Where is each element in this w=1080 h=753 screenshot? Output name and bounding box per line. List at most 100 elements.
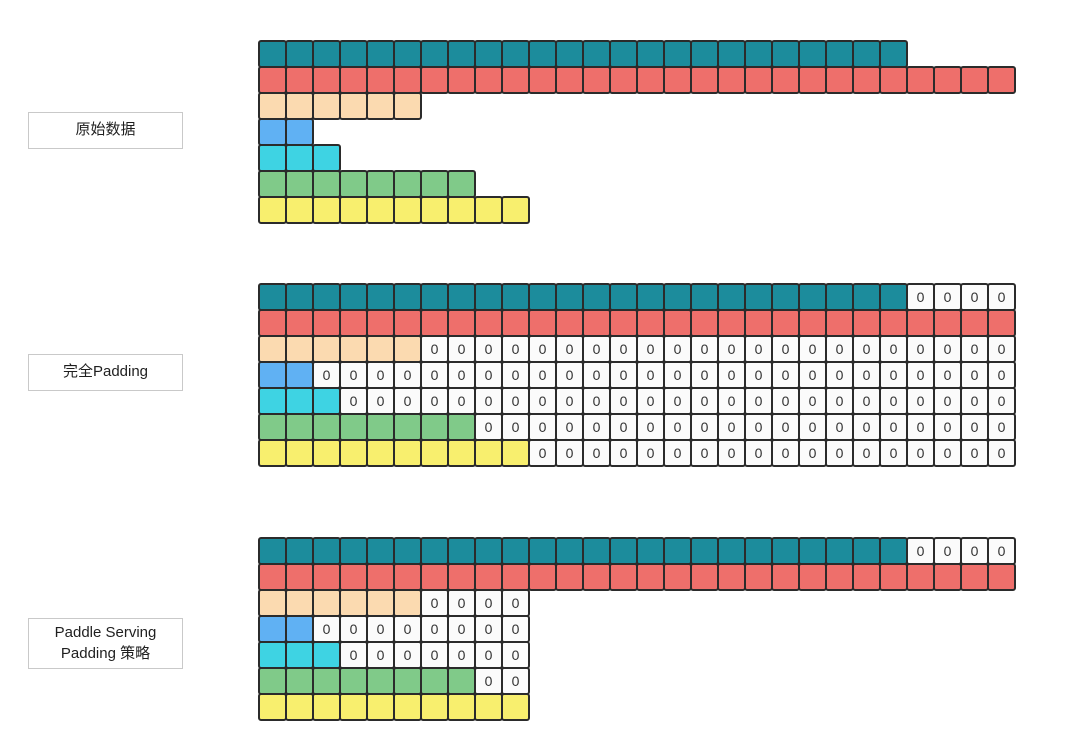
- padding-zero-cell: 0: [636, 387, 665, 415]
- label-line: Paddle Serving: [54, 624, 157, 642]
- data-cell-red: [555, 309, 584, 337]
- padding-zero-cell: 0: [663, 335, 692, 363]
- data-cell-cyan: [285, 641, 314, 669]
- padding-zero-cell: 0: [420, 335, 449, 363]
- padding-zero-cell: 0: [987, 439, 1016, 467]
- data-cell-teal: [879, 40, 908, 68]
- data-cell-yellow: [258, 439, 287, 467]
- data-cell-teal: [258, 537, 287, 565]
- data-cell-teal: [528, 537, 557, 565]
- data-cell-red: [393, 563, 422, 591]
- data-cell-red: [393, 309, 422, 337]
- data-cell-teal: [879, 283, 908, 311]
- data-cell-green: [420, 667, 449, 695]
- data-cell-red: [420, 563, 449, 591]
- padding-zero-cell: 0: [474, 361, 503, 389]
- data-cell-teal: [744, 40, 773, 68]
- padding-zero-cell: 0: [663, 361, 692, 389]
- padding-zero-cell: 0: [771, 335, 800, 363]
- data-cell-red: [555, 66, 584, 94]
- data-cell-yellow: [447, 439, 476, 467]
- data-cell-peach: [285, 335, 314, 363]
- data-cell-teal: [582, 283, 611, 311]
- padding-zero-cell: 0: [366, 641, 395, 669]
- padding-zero-cell: 0: [690, 439, 719, 467]
- data-cell-teal: [474, 537, 503, 565]
- data-cell-cyan: [258, 144, 287, 172]
- padding-zero-cell: 0: [879, 413, 908, 441]
- data-cell-red: [528, 309, 557, 337]
- padding-zero-cell: 0: [474, 615, 503, 643]
- padding-zero-cell: 0: [447, 387, 476, 415]
- padding-zero-cell: 0: [447, 589, 476, 617]
- padding-zero-cell: 0: [798, 439, 827, 467]
- padding-zero-cell: 0: [393, 615, 422, 643]
- data-cell-teal: [582, 537, 611, 565]
- padding-zero-cell: 0: [501, 615, 530, 643]
- data-cell-green: [393, 170, 422, 198]
- data-cell-yellow: [474, 693, 503, 721]
- section-label-full-padding: 完全Padding: [28, 354, 183, 391]
- data-cell-teal: [636, 40, 665, 68]
- padding-zero-cell: 0: [501, 589, 530, 617]
- data-cell-cyan: [285, 144, 314, 172]
- data-cell-peach: [312, 335, 341, 363]
- data-cell-red: [393, 66, 422, 94]
- padding-zero-cell: 0: [582, 335, 611, 363]
- padding-zero-cell: 0: [474, 667, 503, 695]
- padding-zero-cell: 0: [393, 641, 422, 669]
- data-cell-red: [366, 66, 395, 94]
- padding-zero-cell: 0: [771, 387, 800, 415]
- data-cell-teal: [555, 283, 584, 311]
- padding-zero-cell: 0: [825, 335, 854, 363]
- data-cell-red: [906, 309, 935, 337]
- data-cell-peach: [312, 589, 341, 617]
- data-cell-red: [312, 66, 341, 94]
- data-cell-red: [879, 563, 908, 591]
- data-cell-red: [447, 66, 476, 94]
- data-cell-red: [744, 66, 773, 94]
- padding-zero-cell: 0: [339, 387, 368, 415]
- sequence-row-yellow: [258, 693, 1016, 721]
- data-cell-teal: [825, 40, 854, 68]
- padding-zero-cell: 0: [744, 335, 773, 363]
- padding-zero-cell: 0: [798, 335, 827, 363]
- data-cell-red: [879, 66, 908, 94]
- padding-zero-cell: 0: [717, 387, 746, 415]
- data-cell-green: [285, 667, 314, 695]
- padding-zero-cell: 0: [609, 439, 638, 467]
- data-cell-teal: [717, 283, 746, 311]
- sequence-row-green: [258, 170, 1016, 198]
- data-cell-red: [933, 66, 962, 94]
- padding-zero-cell: 0: [582, 439, 611, 467]
- data-cell-teal: [528, 283, 557, 311]
- padding-zero-cell: 0: [798, 387, 827, 415]
- padding-zero-cell: 0: [393, 387, 422, 415]
- padding-zero-cell: 0: [960, 537, 989, 565]
- data-cell-teal: [609, 537, 638, 565]
- padding-zero-cell: 0: [690, 387, 719, 415]
- padding-zero-cell: 0: [771, 439, 800, 467]
- data-cell-peach: [393, 335, 422, 363]
- data-cell-yellow: [474, 196, 503, 224]
- padding-zero-cell: 0: [744, 361, 773, 389]
- data-cell-red: [339, 309, 368, 337]
- padding-zero-cell: 0: [366, 361, 395, 389]
- data-cell-red: [798, 66, 827, 94]
- data-cell-peach: [339, 589, 368, 617]
- data-cell-red: [582, 66, 611, 94]
- padding-zero-cell: 0: [906, 335, 935, 363]
- padding-zero-cell: 0: [798, 413, 827, 441]
- data-cell-teal: [663, 283, 692, 311]
- padding-zero-cell: 0: [528, 413, 557, 441]
- data-cell-red: [663, 66, 692, 94]
- data-cell-red: [285, 309, 314, 337]
- data-cell-red: [825, 309, 854, 337]
- data-cell-teal: [690, 40, 719, 68]
- data-cell-red: [420, 309, 449, 337]
- data-cell-peach: [285, 92, 314, 120]
- data-cell-peach: [258, 335, 287, 363]
- padding-zero-cell: 0: [690, 361, 719, 389]
